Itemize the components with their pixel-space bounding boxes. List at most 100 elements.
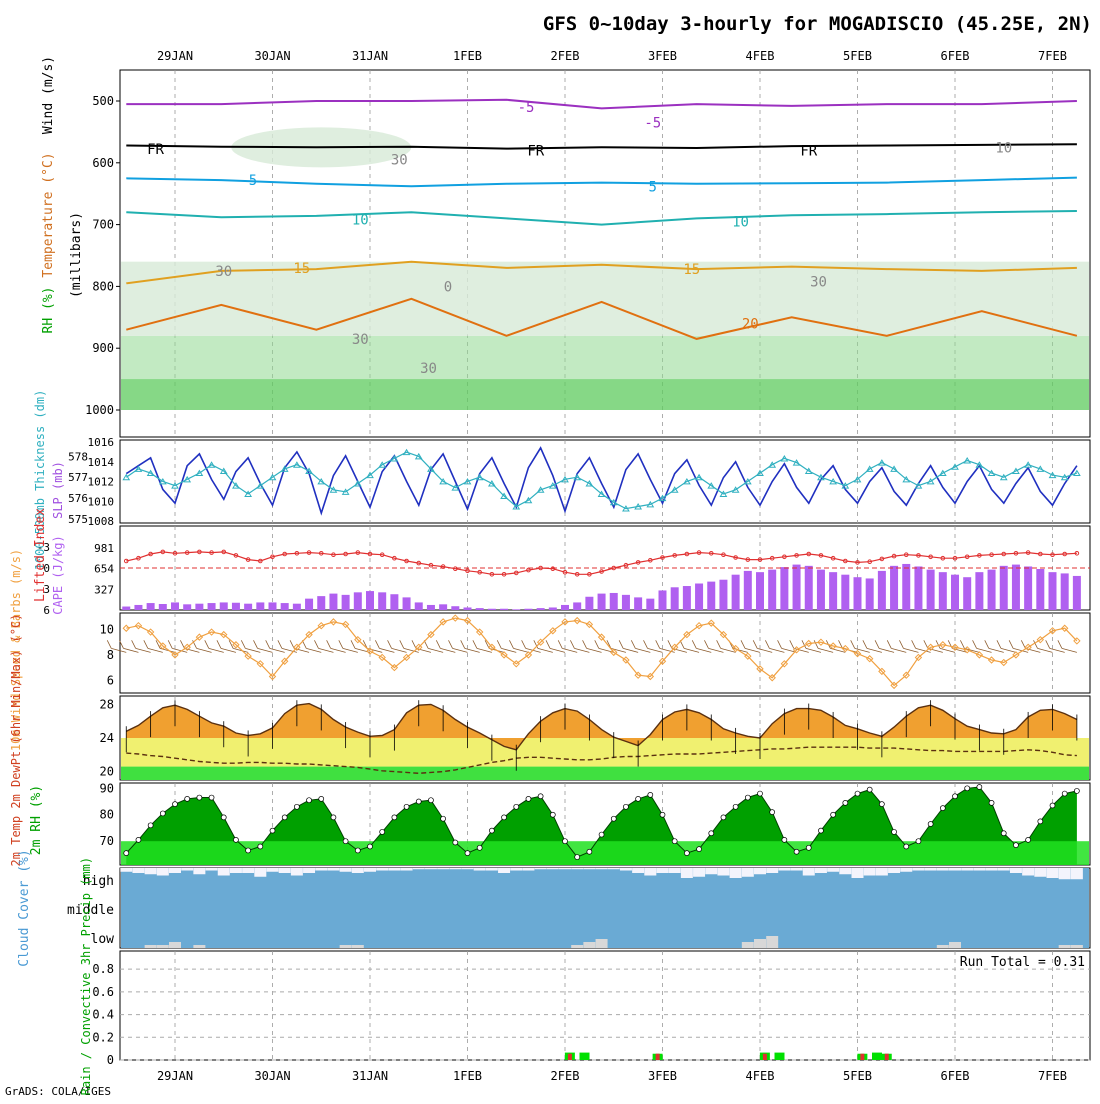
cloud-high-bar [534, 868, 547, 870]
thickness-point [597, 490, 606, 497]
wind-barb [269, 647, 285, 653]
li-point [989, 552, 994, 558]
wind-barb [696, 647, 712, 653]
thickness-point [536, 486, 545, 493]
wind-barb [428, 647, 444, 653]
cape-bar [122, 606, 131, 610]
wind-barb-flag [935, 640, 941, 649]
cloud-high-bar [619, 868, 632, 871]
cloud-high-bar [1046, 868, 1059, 878]
cloud-high-bar [449, 868, 462, 870]
li-point [891, 553, 897, 559]
wind-barb-flag [277, 640, 283, 649]
cloud-high-bar [790, 868, 803, 871]
rh-point [1061, 790, 1068, 797]
li-point [757, 557, 763, 562]
li-tick: 3 [43, 583, 50, 596]
precip-conv-bar [655, 1053, 660, 1060]
wind-speed-point [512, 660, 520, 668]
cloud-high-bar [693, 868, 706, 877]
wind-barb [391, 647, 407, 653]
wind-barb [501, 647, 517, 653]
wind-barb [440, 647, 456, 653]
thickness-point [670, 486, 679, 493]
cape-bar [426, 604, 435, 610]
wind-barb [891, 647, 907, 653]
date-label-top: 5FEB [843, 49, 872, 63]
wind-barb-flag [886, 640, 892, 649]
wind-speed-point [293, 643, 301, 651]
rh-point [257, 843, 264, 850]
wind-barb-flag [326, 640, 331, 649]
cloud-low-bar [754, 939, 766, 948]
thickness-point [646, 500, 655, 508]
thickness-point [158, 477, 167, 485]
wind-barb [818, 647, 834, 653]
cape-bar [597, 593, 606, 610]
li-point [453, 566, 458, 572]
cape-bar [487, 608, 496, 610]
wind-barb-flag [1008, 640, 1014, 649]
wind-barb-flag [960, 640, 965, 649]
wind-barb [623, 647, 639, 653]
rh-point [879, 801, 885, 808]
wind-barb [1013, 647, 1029, 653]
wind-barb [537, 647, 553, 653]
ylabel-pressure: (millibars) [69, 212, 84, 298]
thickness-point [573, 473, 582, 481]
li-point [684, 551, 690, 557]
cloud-high-bar [754, 868, 766, 875]
li-point [416, 560, 422, 566]
cape-bar [524, 608, 533, 610]
thickness-point [134, 465, 143, 472]
wind-barb-flag [472, 640, 478, 649]
li-point [1050, 552, 1055, 558]
li-point [440, 564, 446, 569]
wind-barb-flag [119, 640, 124, 649]
ylabel-precip: Total / Rain / Convective 3hr Precip (mm… [79, 857, 93, 1100]
rh-point [732, 803, 739, 810]
cloud-high-bar [973, 868, 986, 871]
wind-barb [172, 647, 188, 653]
wind-barb-flag [850, 640, 856, 649]
cloud-high-bar [498, 868, 511, 873]
cloud-high-bar [595, 868, 608, 870]
wind-barb-flag [594, 640, 600, 649]
cloud-high-bar [290, 868, 303, 876]
cape-bar [634, 597, 643, 610]
cape-bar [646, 598, 655, 610]
wind-barb-flag [899, 640, 904, 649]
wind-barb-flag [155, 640, 161, 649]
rh-point [744, 794, 751, 801]
li-point [733, 555, 738, 560]
wind-barb [245, 647, 261, 653]
cape-bar [877, 570, 886, 610]
thickness-point [804, 467, 813, 474]
li-point [221, 549, 227, 555]
cape-bar [244, 603, 253, 610]
cape-bar [756, 572, 764, 610]
wind-barb [147, 647, 163, 653]
rh-point [842, 799, 849, 806]
cape-bar [743, 570, 752, 610]
wind-barb-flag [570, 640, 575, 649]
wind-speed-point [415, 643, 423, 651]
wind-barb [1000, 647, 1017, 653]
cape-bar [378, 592, 387, 610]
li-point [331, 552, 336, 558]
wind-barb [939, 647, 956, 653]
li-point [562, 569, 568, 575]
li-point [489, 572, 495, 577]
thickness-point [743, 477, 752, 485]
cloud-high-bar [924, 868, 937, 871]
li-point [1074, 551, 1080, 556]
cloud-high-bar [473, 868, 486, 871]
isotherm-label: 30 [215, 264, 232, 280]
thickness-point [1072, 469, 1081, 477]
cloud-low-bar [949, 942, 961, 948]
isotherm-label: 10 [732, 215, 749, 231]
li-point [184, 550, 190, 555]
wind-barb [744, 647, 761, 653]
wind-barb [306, 647, 322, 653]
